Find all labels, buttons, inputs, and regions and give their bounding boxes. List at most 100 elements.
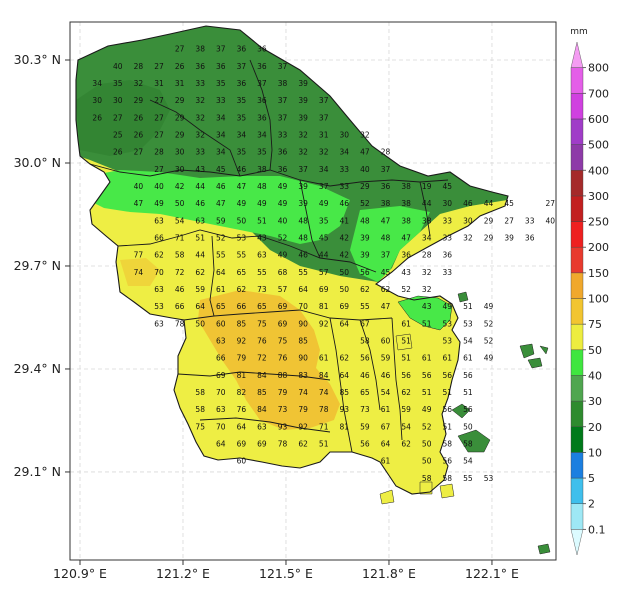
- station-value: 29: [360, 182, 370, 191]
- station-value: 54: [175, 216, 185, 225]
- station-value: 38: [401, 182, 411, 191]
- station-value: 56: [360, 440, 370, 449]
- station-value: 28: [381, 148, 391, 157]
- station-value: 27: [154, 113, 164, 122]
- county-border: [359, 319, 381, 411]
- station-value: 28: [422, 251, 432, 260]
- station-value: 63: [216, 405, 226, 414]
- station-value: 73: [278, 405, 288, 414]
- island: [537, 543, 551, 555]
- station-value: 63: [195, 216, 205, 225]
- station-value: 40: [360, 165, 370, 174]
- station-value: 49: [319, 199, 329, 208]
- station-value: 40: [278, 216, 288, 225]
- colorbar-bin: [570, 41, 584, 68]
- station-value: 41: [340, 216, 350, 225]
- station-value: 35: [257, 148, 267, 157]
- station-value: 46: [340, 199, 350, 208]
- colorbar-label: 200: [588, 241, 609, 254]
- station-value: 38: [401, 199, 411, 208]
- station-value: 35: [113, 79, 123, 88]
- station-value: 34: [319, 165, 329, 174]
- plot-border: [69, 21, 557, 561]
- station-value: 54: [463, 337, 473, 346]
- station-value: 32: [195, 113, 205, 122]
- county-boundaries: [75, 25, 509, 495]
- island: [395, 333, 413, 351]
- station-value: 43: [401, 268, 411, 277]
- station-value: 81: [319, 302, 329, 311]
- station-value: 69: [340, 302, 350, 311]
- station-value: 68: [278, 268, 288, 277]
- station-value: 53: [443, 319, 453, 328]
- colorbar-bin: [570, 477, 584, 504]
- station-value: 46: [237, 165, 247, 174]
- station-value: 46: [175, 285, 185, 294]
- colorbar-bin: [570, 529, 584, 556]
- county-border: [117, 229, 377, 273]
- station-value: 30: [175, 148, 185, 157]
- station-value: 59: [360, 422, 370, 431]
- station-value: 27: [134, 148, 144, 157]
- station-value: 36: [443, 251, 453, 260]
- colorbar-label: 40: [588, 369, 602, 382]
- station-value: 45: [443, 182, 453, 191]
- station-value: 85: [257, 388, 267, 397]
- station-value: 34: [422, 234, 432, 243]
- station-value: 32: [195, 131, 205, 140]
- colorbar-bin: [570, 144, 584, 171]
- station-value: 74: [319, 388, 329, 397]
- colorbar-label: 150: [588, 267, 609, 280]
- station-value: 47: [381, 216, 391, 225]
- station-value: 51: [195, 234, 205, 243]
- station-value: 62: [154, 251, 164, 260]
- station-value: 60: [237, 457, 247, 466]
- colorbar-bin: [570, 170, 584, 197]
- station-value: 31: [175, 79, 185, 88]
- station-value: 39: [504, 234, 514, 243]
- station-value: 47: [360, 148, 370, 157]
- county-border: [391, 317, 403, 441]
- zone-20-30mm: [76, 80, 170, 156]
- station-value: 48: [298, 216, 308, 225]
- islands: [379, 291, 551, 555]
- lon-tick-label: 122.1° E: [465, 566, 519, 581]
- station-value: 52: [484, 319, 494, 328]
- station-value: 77: [134, 251, 144, 260]
- station-value: 56: [463, 405, 473, 414]
- station-value: 48: [360, 216, 370, 225]
- station-value: 79: [298, 405, 308, 414]
- station-value: 56: [422, 371, 432, 380]
- station-value: 58: [443, 440, 453, 449]
- colorbar-bin: [570, 298, 584, 325]
- station-value: 47: [134, 199, 144, 208]
- station-value: 39: [298, 96, 308, 105]
- station-value: 19: [422, 182, 432, 191]
- station-value: 92: [298, 422, 308, 431]
- station-value: 40: [113, 62, 123, 71]
- station-value: 66: [216, 354, 226, 363]
- station-value: 57: [319, 268, 329, 277]
- station-value: 70: [298, 302, 308, 311]
- station-value: 39: [360, 251, 370, 260]
- station-value: 63: [154, 319, 164, 328]
- station-value: 29: [134, 96, 144, 105]
- station-value: 65: [216, 302, 226, 311]
- station-value: 46: [195, 199, 205, 208]
- station-value: 49: [257, 199, 267, 208]
- zone-75-100mm-west: [120, 258, 160, 286]
- station-value: 36: [257, 113, 267, 122]
- station-value: 27: [504, 216, 514, 225]
- colorbar-label: 700: [588, 87, 609, 100]
- station-value: 49: [154, 199, 164, 208]
- station-value: 53: [154, 302, 164, 311]
- station-value: 44: [195, 182, 205, 191]
- station-value: 43: [422, 302, 432, 311]
- station-value: 47: [237, 182, 247, 191]
- station-value: 47: [401, 234, 411, 243]
- station-value: 54: [401, 422, 411, 431]
- station-value: 63: [257, 251, 267, 260]
- county-border: [183, 309, 393, 321]
- station-value: 53: [237, 234, 247, 243]
- lon-tick-label: 120.9° E: [53, 566, 107, 581]
